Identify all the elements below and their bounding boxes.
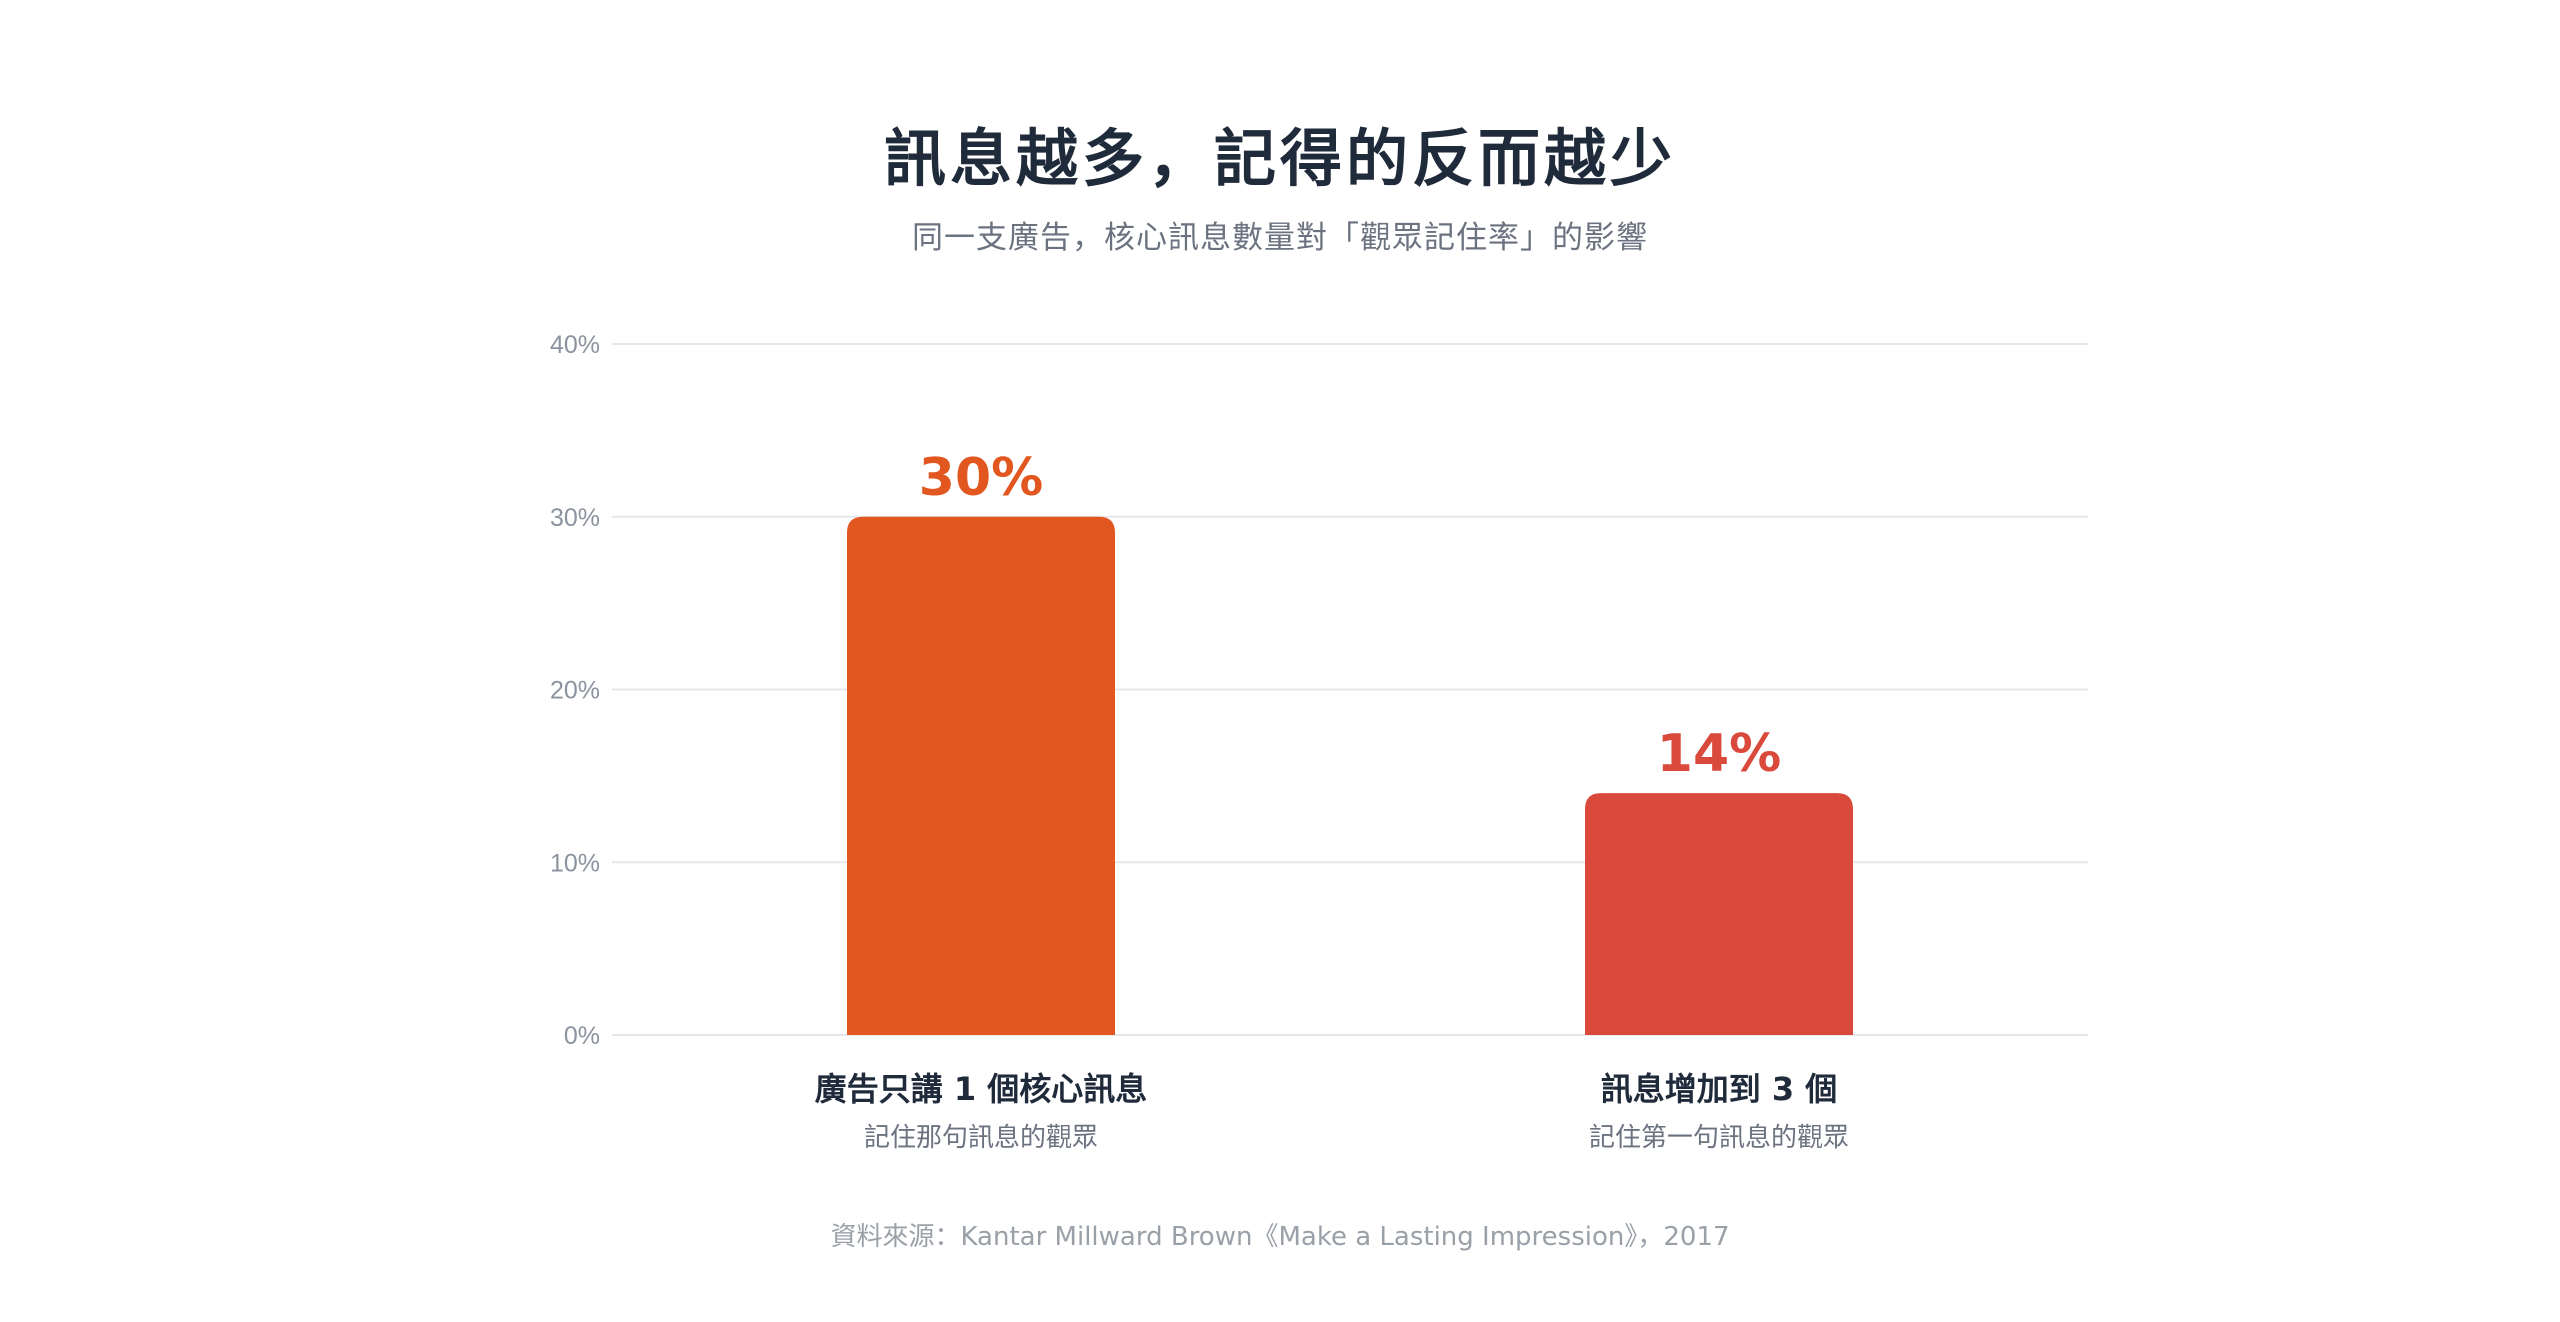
y-tick-label: 20% bbox=[550, 677, 600, 705]
bar bbox=[1585, 793, 1853, 1035]
category-sublabel: 記住第一句訊息的觀眾 bbox=[1589, 1123, 1849, 1153]
category-label: 廣告只講 1 個核心訊息 bbox=[815, 1070, 1148, 1108]
category-sublabel: 記住那句訊息的觀眾 bbox=[864, 1123, 1098, 1153]
bar-value-label: 30% bbox=[919, 448, 1043, 508]
y-tick-label: 30% bbox=[550, 504, 600, 532]
y-tick-label: 10% bbox=[550, 849, 600, 877]
y-tick-label: 40% bbox=[550, 331, 600, 359]
bar-layer bbox=[847, 516, 1853, 1035]
chart-title: 訊息越多，記得的反而越少 bbox=[883, 122, 1676, 195]
bar bbox=[847, 516, 1115, 1035]
chart-subtitle: 同一支廣告，核心訊息數量對「觀眾記住率」的影響 bbox=[912, 220, 1648, 256]
source-note: 資料來源：Kantar Millward Brown《Make a Lastin… bbox=[830, 1222, 1730, 1252]
category-label: 訊息增加到 3 個 bbox=[1601, 1070, 1838, 1108]
bar-value-label: 14% bbox=[1657, 724, 1781, 784]
y-tick-label: 0% bbox=[564, 1022, 600, 1050]
grid-layer: 0% 10% 20% 30% 40% bbox=[550, 331, 2088, 1050]
